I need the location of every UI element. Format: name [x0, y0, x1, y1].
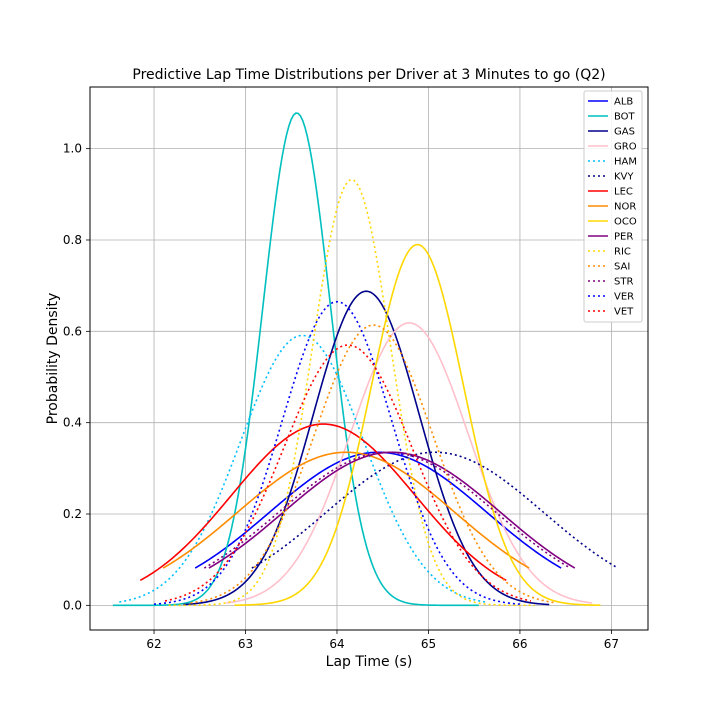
legend: ALB BOT GAS GRO HAM KVY LEC NOR OCO PER RIC SAI STR V…: [583, 90, 643, 323]
x-tick-label: 67: [604, 637, 619, 651]
series-line-gas: [183, 290, 550, 606]
legend-label-kvy: KVY: [614, 172, 634, 183]
y-tick-label: 0.6: [63, 324, 82, 338]
legend-label-gro: GRO: [614, 142, 637, 153]
legend-label-lec: LEC: [614, 187, 633, 198]
legend-label-alb: ALB: [614, 97, 633, 108]
legend-label-str: STR: [614, 277, 633, 288]
series-line-nor: [162, 451, 530, 569]
series-line-kvy: [251, 451, 619, 569]
series-line-oco: [234, 243, 601, 606]
legend-label-sai: SAI: [614, 262, 630, 273]
x-axis-label: Lap Time (s): [326, 654, 413, 670]
legend-label-bot: BOT: [614, 112, 636, 123]
series-line-ric: [168, 178, 535, 607]
plot-frame: [89, 86, 649, 631]
series-line-str: [203, 451, 571, 569]
series-line-lec: [139, 423, 507, 582]
series-line-sai: [190, 324, 557, 604]
series-line-per: [208, 451, 576, 569]
legend-label-per: PER: [614, 232, 633, 243]
y-tick-label: 0.0: [63, 598, 82, 612]
x-tick-label: 63: [238, 637, 253, 651]
y-tick-label: 1.0: [63, 142, 82, 156]
legend-box: [583, 90, 643, 323]
y-tick-label: 0.4: [63, 416, 82, 430]
series-line-gro: [226, 322, 593, 604]
x-tick-label: 62: [146, 637, 161, 651]
legend-label-nor: NOR: [614, 202, 636, 213]
legend-label-ver: VER: [614, 292, 634, 303]
x-tick-label: 64: [329, 637, 344, 651]
legend-label-vet: VET: [614, 307, 634, 318]
legend-label-oco: OCO: [614, 217, 637, 228]
y-tick-label: 0.2: [63, 507, 82, 521]
x-axis: 62 63 64 65 66 67: [146, 630, 619, 651]
y-axis: 0.0 0.2 0.4 0.6 0.8 1.0: [63, 142, 90, 612]
x-tick-label: 65: [421, 637, 436, 651]
legend-label-gas: GAS: [614, 127, 635, 138]
y-axis-label: Probability Density: [45, 293, 61, 425]
legend-label-ham: HAM: [614, 157, 637, 168]
series-layer: [112, 112, 619, 607]
y-tick-label: 0.8: [63, 233, 82, 247]
x-tick-label: 66: [512, 637, 527, 651]
series-line-ver: [153, 300, 520, 605]
legend-label-ric: RIC: [614, 247, 631, 258]
chart-title: Predictive Lap Time Distributions per Dr…: [132, 67, 605, 83]
